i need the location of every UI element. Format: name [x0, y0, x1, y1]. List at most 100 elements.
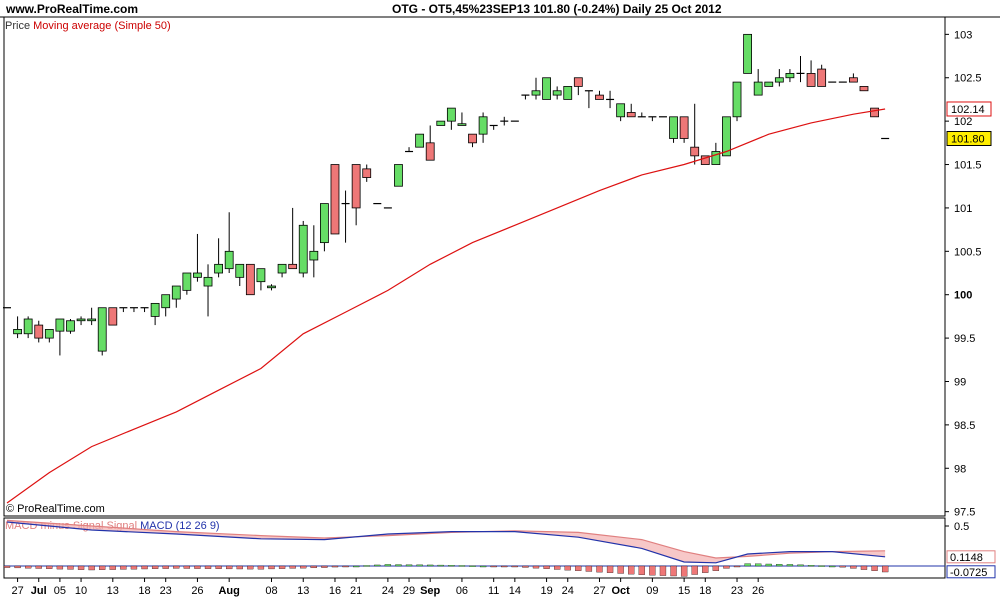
xtick-label: 23	[731, 585, 743, 597]
candle	[55, 318, 65, 356]
macd-histogram-bar	[35, 565, 42, 569]
candle	[182, 272, 192, 295]
xtick-label: 29	[403, 585, 415, 597]
macd-histogram-bar	[99, 565, 106, 570]
macd-histogram-bar	[194, 565, 201, 569]
xtick-label: 24	[562, 585, 574, 597]
xtick-label: 06	[456, 585, 468, 597]
price-ytick-label: 99	[954, 376, 966, 388]
xtick-label: 24	[382, 585, 394, 597]
candle	[277, 263, 287, 278]
ma-value-box	[946, 101, 992, 117]
macd-histogram-bar	[374, 564, 381, 567]
macd-histogram-bar	[268, 565, 275, 570]
candle	[171, 285, 181, 308]
candle	[362, 164, 372, 182]
copyright-label: © ProRealTime.com	[6, 503, 105, 515]
candle-body	[351, 164, 361, 209]
candle-body	[108, 307, 118, 326]
candle	[648, 116, 657, 122]
macd-histogram-bar	[278, 565, 286, 569]
candle	[584, 90, 593, 109]
macd-histogram-bar	[490, 565, 497, 568]
macd-histogram-bar	[77, 565, 85, 570]
macd-histogram-bar	[543, 565, 550, 569]
candle-body	[66, 320, 75, 332]
candle	[214, 238, 224, 278]
macd-histogram-bar	[532, 565, 540, 569]
candle	[563, 86, 573, 100]
candle	[690, 103, 700, 165]
macd-histogram-bar	[395, 564, 402, 567]
macd-histogram-bar	[670, 565, 677, 577]
xtick-label: 23	[160, 585, 172, 597]
macd-histogram-bar	[881, 565, 889, 573]
macd-histogram-bar	[575, 565, 582, 571]
price-ytick-label: 100.5	[954, 246, 982, 258]
candle	[119, 307, 128, 313]
ma-value-label: 102.14	[951, 104, 985, 116]
xtick-label: Jul	[31, 585, 47, 597]
candle	[806, 60, 816, 87]
xtick-label: 10	[75, 585, 87, 597]
price-ytick-label: 103	[954, 29, 972, 41]
candle	[478, 112, 488, 143]
macd-histogram-bar	[564, 565, 571, 571]
xtick-label: 13	[297, 585, 309, 597]
macd-histogram-bar	[437, 564, 444, 567]
candle	[870, 107, 879, 118]
macd-histogram-bar	[755, 563, 762, 567]
macd-histogram-bar	[151, 565, 159, 569]
candle	[722, 116, 731, 157]
macd-histogram-bar	[871, 565, 878, 571]
candle-body	[182, 272, 192, 291]
candle-body	[563, 86, 573, 100]
candle	[405, 147, 414, 153]
candle-body	[34, 324, 44, 339]
candle-body	[859, 86, 869, 92]
candle	[817, 64, 827, 87]
macd-histogram-bar	[807, 565, 815, 567]
macd-histogram-bar	[659, 565, 667, 576]
candle	[711, 142, 721, 165]
macd-histogram-bar	[554, 565, 561, 570]
candle-body	[362, 168, 372, 178]
xtick-label: 09	[646, 585, 658, 597]
candle-body	[13, 329, 22, 335]
candle	[552, 86, 562, 100]
instrument-title: OTG - OT5,45%23SEP13 101.80 (-0.24%) Dai…	[392, 2, 722, 16]
xtick-label: Aug	[218, 585, 239, 597]
candle-body	[711, 151, 721, 165]
macd-histogram-bar	[130, 565, 138, 570]
macd-histogram-bar	[427, 564, 434, 567]
candle	[161, 294, 171, 317]
macd-histogram-bar	[342, 565, 349, 568]
macd-histogram-bar	[183, 565, 191, 569]
candle-body	[722, 116, 731, 157]
price-ytick-label: 98	[954, 463, 966, 475]
candle	[425, 125, 435, 161]
candle-body	[224, 250, 234, 270]
candle-body	[23, 318, 33, 335]
macd-histogram-bar	[247, 565, 254, 570]
candle	[150, 302, 160, 326]
candle-body	[457, 123, 467, 126]
candle	[457, 112, 467, 126]
candle-body	[700, 155, 710, 165]
candle	[489, 124, 498, 130]
candle-body	[171, 285, 181, 300]
candle-body	[55, 318, 65, 332]
price-ytick-label: 101.5	[954, 160, 982, 172]
macd-histogram-bar	[702, 565, 709, 573]
candle	[774, 69, 784, 87]
candle	[394, 164, 403, 187]
candle	[341, 190, 350, 243]
candle-body	[817, 68, 827, 87]
macd-histogram-bar	[236, 565, 243, 570]
candle-body	[849, 77, 858, 83]
candle	[595, 90, 604, 100]
macd-histogram-bar	[67, 565, 74, 570]
candle-body	[87, 318, 97, 322]
candle-body	[277, 263, 287, 274]
candle-body	[193, 272, 202, 278]
